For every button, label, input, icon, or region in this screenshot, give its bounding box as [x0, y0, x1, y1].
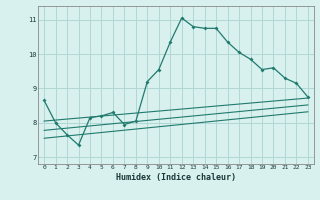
X-axis label: Humidex (Indice chaleur): Humidex (Indice chaleur) [116, 173, 236, 182]
